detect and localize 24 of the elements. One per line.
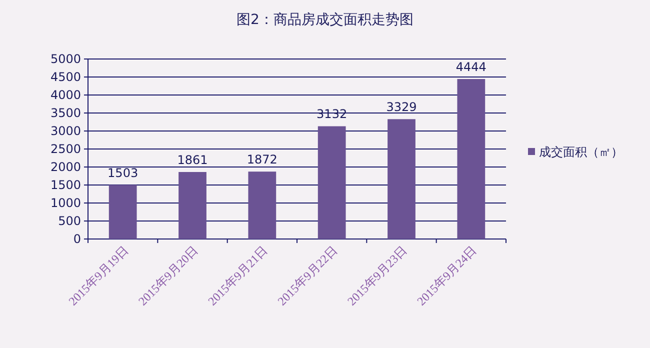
bar bbox=[248, 172, 276, 239]
data-label: 1861 bbox=[177, 153, 208, 168]
y-tick-label: 2000 bbox=[50, 160, 81, 174]
legend-label: 成交面积（㎡） bbox=[539, 145, 623, 159]
y-tick-label: 500 bbox=[58, 214, 81, 228]
chart-title: 图2：商品房成交面积走势图 bbox=[236, 12, 414, 28]
data-label: 3329 bbox=[386, 100, 417, 114]
y-tick-label: 2500 bbox=[50, 142, 81, 156]
bar bbox=[318, 126, 346, 239]
y-tick-label: 1500 bbox=[50, 178, 81, 192]
y-tick-label: 4000 bbox=[50, 88, 81, 102]
data-label: 4444 bbox=[456, 60, 486, 74]
bar bbox=[108, 184, 137, 239]
bar bbox=[457, 79, 486, 239]
y-tick-label: 3500 bbox=[50, 106, 81, 120]
data-label: 1503 bbox=[108, 166, 138, 180]
bar bbox=[388, 119, 416, 239]
y-tick-label: 0 bbox=[73, 232, 81, 246]
y-tick-label: 3000 bbox=[50, 124, 81, 138]
y-tick-label: 4500 bbox=[50, 70, 81, 84]
y-tick-label: 1000 bbox=[50, 196, 81, 210]
bar bbox=[178, 172, 206, 239]
y-tick-label: 5000 bbox=[50, 52, 81, 66]
data-label: 1872 bbox=[246, 152, 278, 167]
